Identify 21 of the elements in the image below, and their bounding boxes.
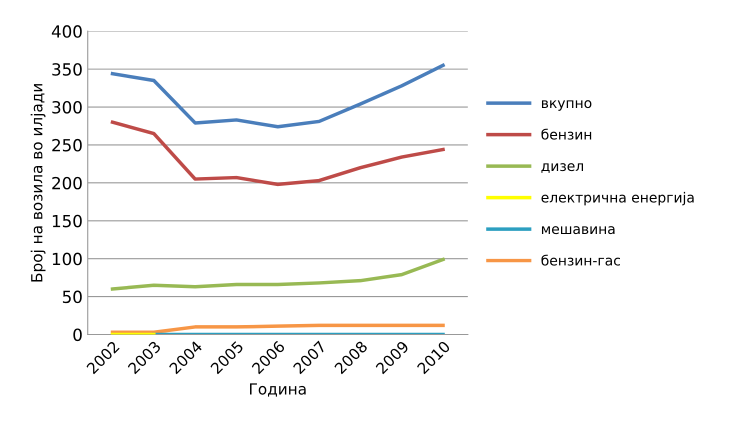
line-series	[110, 258, 445, 291]
legend-label: дизел	[541, 163, 584, 173]
y-tick-label: 350	[52, 63, 82, 76]
y-tick-label: 150	[52, 214, 82, 228]
line-series	[110, 120, 445, 186]
y-tick-label: 300	[52, 101, 82, 114]
line-series	[110, 324, 445, 334]
legend-label: вкупно	[542, 100, 592, 111]
y-tick-label: 200	[52, 176, 82, 190]
y-tick-label: 100	[52, 252, 82, 266]
x-axis-title: Година	[250, 383, 306, 397]
y-axis-title: Број на возила во илјади	[30, 84, 46, 282]
legend-label: електрична енергија	[541, 192, 694, 206]
y-tick-label: 0	[73, 328, 82, 342]
legend-label: мешавина	[542, 226, 615, 234]
line-series	[110, 64, 445, 128]
y-tick-label: 400	[52, 25, 82, 38]
y-tick-label: 250	[52, 138, 82, 152]
legend-label: бензин-гас	[541, 254, 620, 266]
y-tick-label: 50	[62, 290, 82, 304]
legend-label: бензин	[541, 128, 592, 140]
